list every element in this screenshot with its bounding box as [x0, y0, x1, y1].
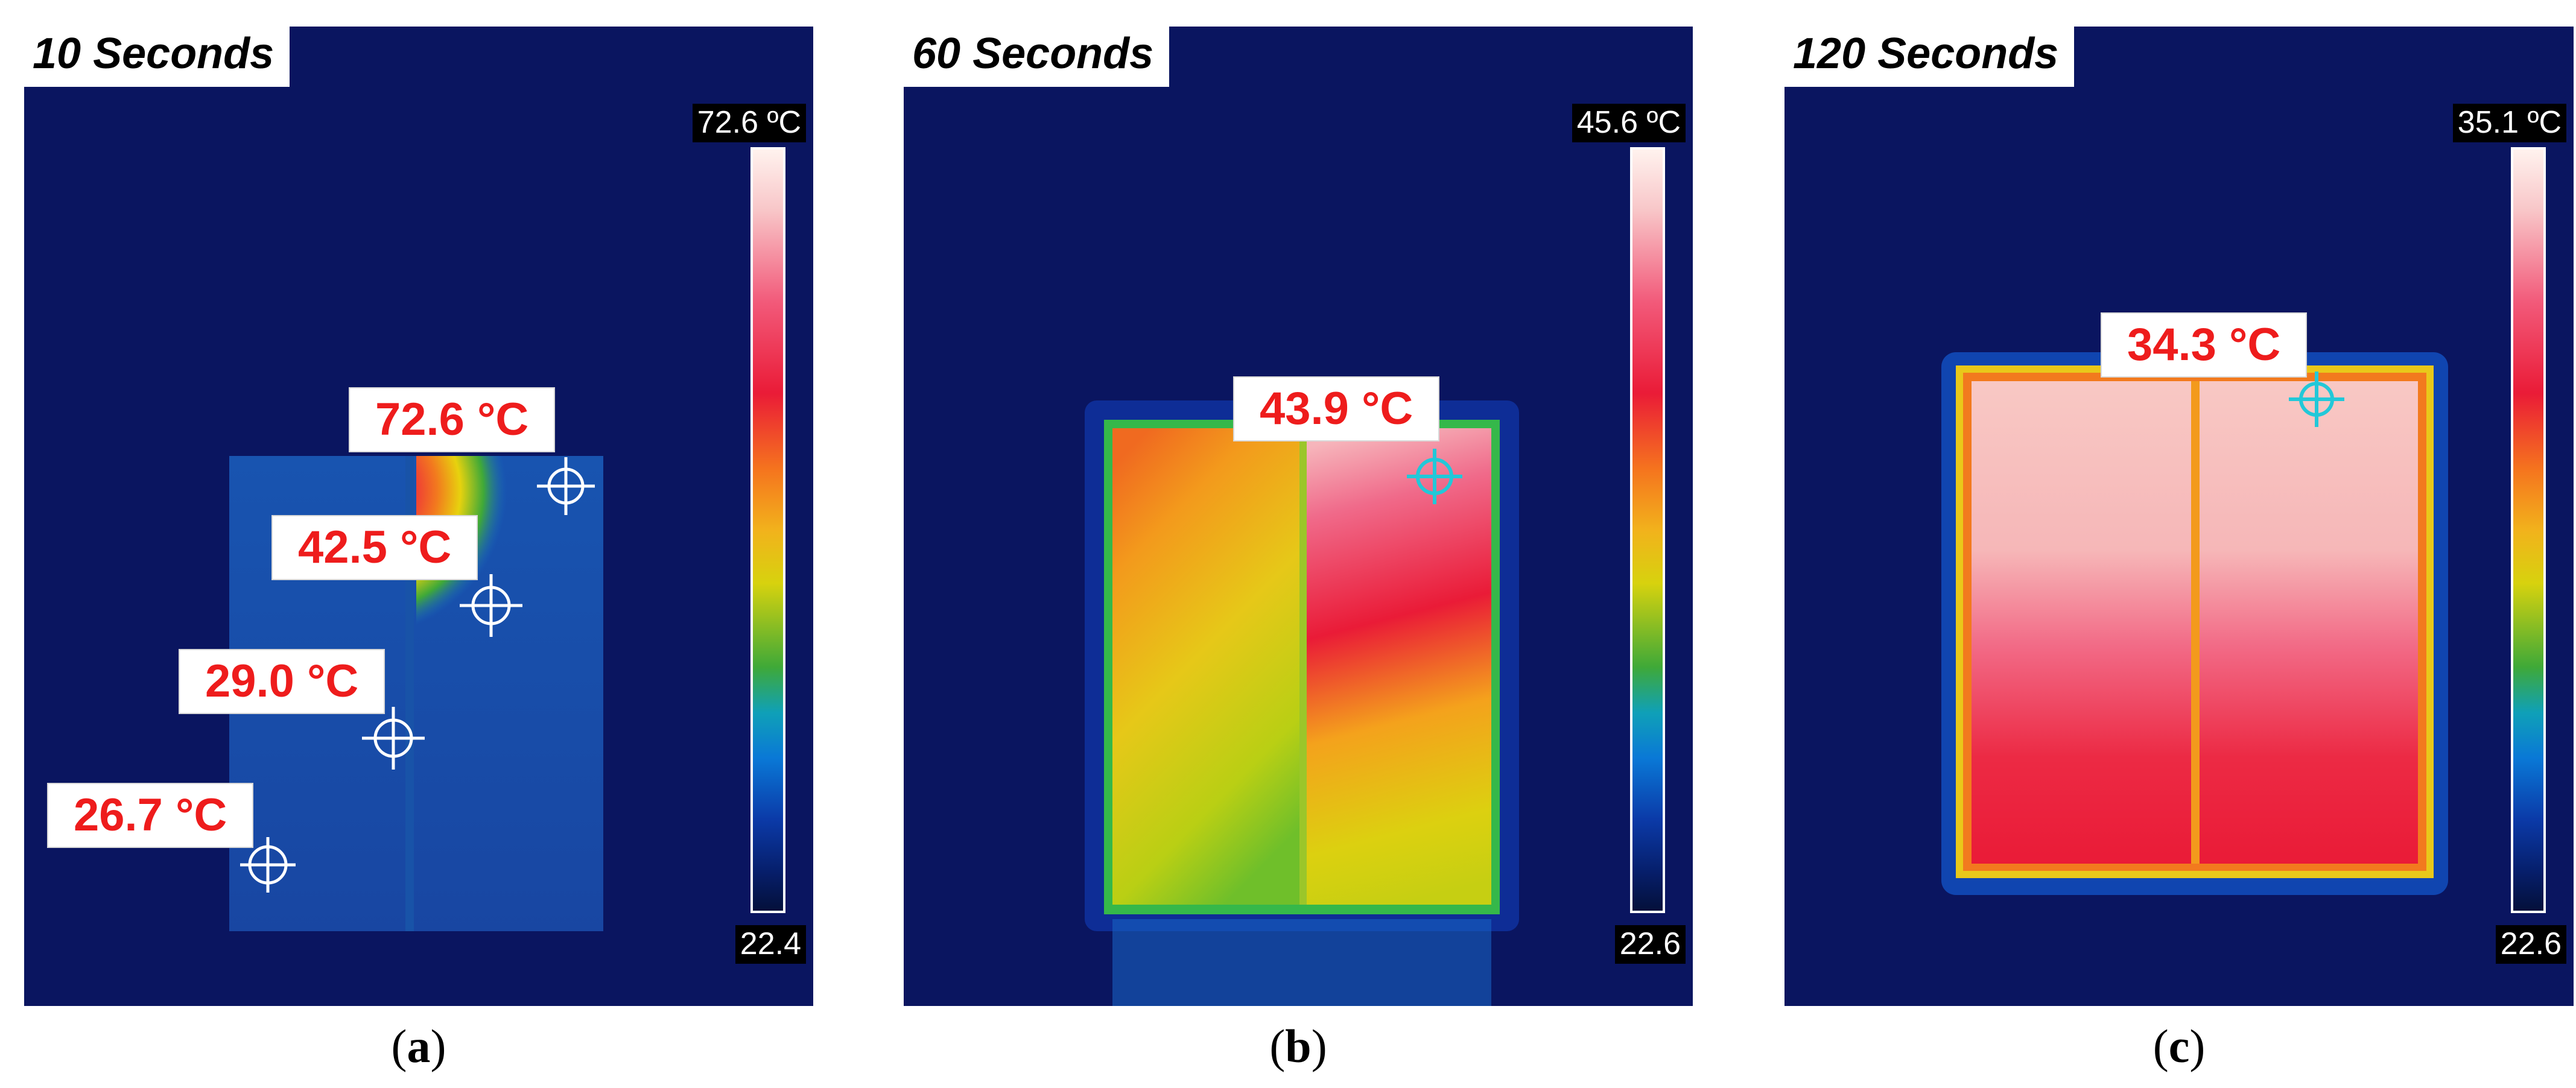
scale-min-label: 22.6 — [2495, 925, 2566, 964]
heater-gap — [1299, 428, 1307, 905]
heater-base — [1112, 919, 1491, 1006]
crosshair-icon — [537, 457, 595, 515]
temperature-reading: 42.5 °C — [273, 516, 477, 579]
thermal-image-120s: 120 Seconds 35.1 ºC 22.6 34.3 °C — [1784, 27, 2574, 1006]
thermal-image-60s: 60 Seconds 45.6 ºC 22.6 43.9 °C — [904, 27, 1693, 1006]
panel-caption-b: (b) — [1269, 1020, 1327, 1072]
heater-pad-left — [1112, 428, 1299, 905]
temperature-reading: 72.6 °C — [350, 388, 554, 451]
thermal-scene — [1941, 352, 2448, 895]
time-label: 60 Seconds — [904, 27, 1170, 87]
panel-caption-c: (c) — [2152, 1020, 2206, 1072]
time-label: 120 Seconds — [1784, 27, 2075, 87]
time-label: 10 Seconds — [24, 27, 290, 87]
scale-max-label: 45.6 ºC — [1572, 104, 1686, 142]
heater-pad-right — [2200, 381, 2418, 864]
crosshair-icon — [1407, 449, 1462, 504]
heater-pad-left — [1972, 381, 2191, 864]
temperature-reading: 29.0 °C — [180, 650, 384, 713]
color-scale-bar — [2511, 147, 2546, 913]
thermal-scene — [1085, 400, 1519, 1006]
panel-caption-a: (a) — [391, 1020, 446, 1072]
temperature-reading: 26.7 °C — [48, 784, 253, 847]
scale-max-label: 35.1 ºC — [2452, 104, 2566, 142]
crosshair-icon — [362, 707, 425, 770]
scale-max-label: 72.6 ºC — [692, 104, 806, 142]
color-scale-bar — [750, 147, 785, 913]
crosshair-icon — [240, 837, 296, 893]
color-scale-bar — [1630, 147, 1665, 913]
heater-gap — [2191, 381, 2200, 864]
heater-pad-right — [1307, 428, 1491, 905]
scale-min-label: 22.4 — [735, 925, 806, 964]
temperature-reading: 43.9 °C — [1234, 378, 1439, 440]
thermal-image-10s: 10 Seconds 72.6 ºC 22.4 72.6 °C 42.5 °C … — [24, 27, 813, 1006]
temperature-reading: 34.3 °C — [2102, 314, 2306, 376]
scale-min-label: 22.6 — [1614, 925, 1686, 964]
crosshair-icon — [2289, 372, 2344, 427]
crosshair-icon — [460, 574, 522, 637]
